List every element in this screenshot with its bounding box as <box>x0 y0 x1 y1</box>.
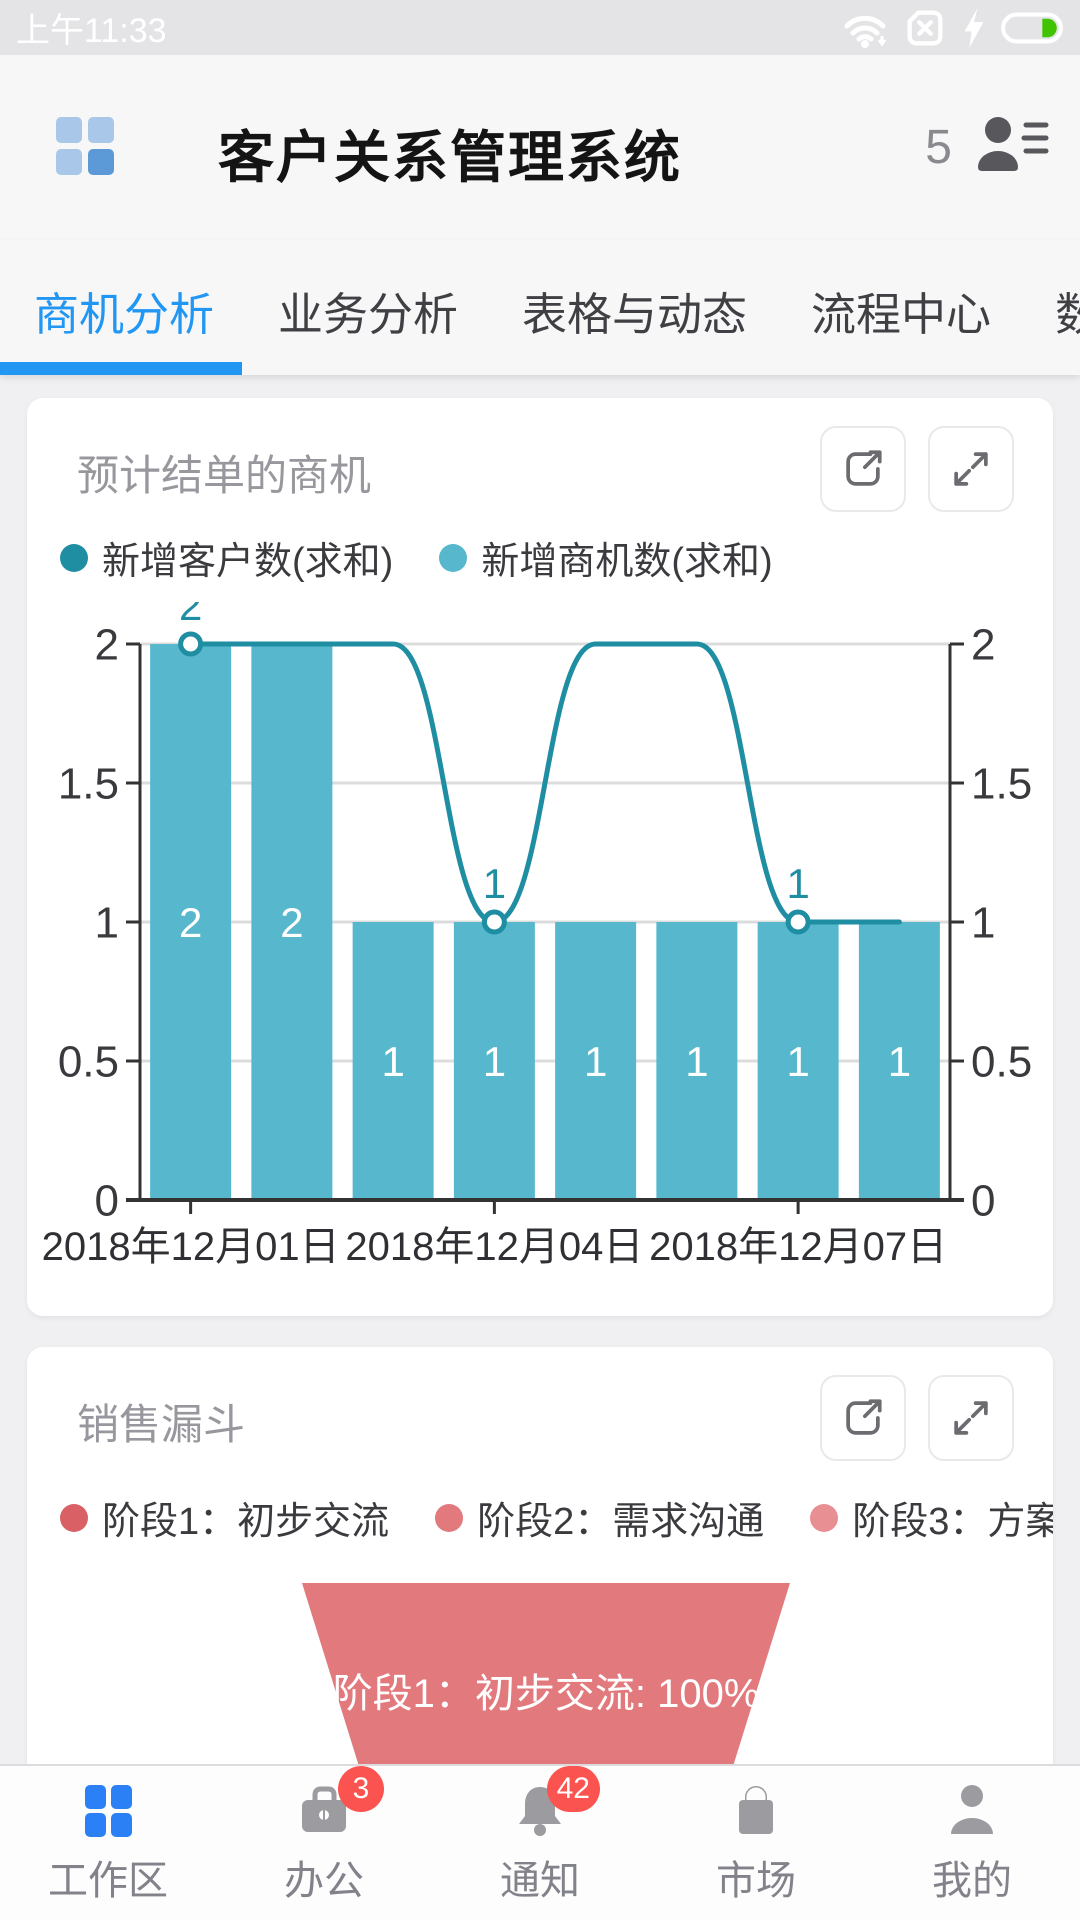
card-title: 销售漏斗 <box>77 1401 246 1448</box>
chart-legend: 新增客户数(求和) 新增商机数(求和) <box>60 530 1053 585</box>
svg-text:2018年12月04日: 2018年12月04日 <box>345 1225 643 1269</box>
status-icons <box>842 5 1064 51</box>
svg-text:1: 1 <box>685 1038 708 1085</box>
svg-text:1: 1 <box>888 1038 911 1085</box>
person-icon <box>951 1785 993 1834</box>
svg-text:0: 0 <box>95 1176 119 1225</box>
open-in-new-button[interactable] <box>820 426 906 512</box>
svg-text:0.5: 0.5 <box>58 1037 119 1086</box>
svg-text:0: 0 <box>971 1176 995 1225</box>
nav-item-me[interactable]: 我的 <box>864 1766 1080 1920</box>
card-title: 预计结单的商机 <box>77 452 372 499</box>
bottom-nav: 工作区 3 办公 42 通知 <box>0 1764 1080 1920</box>
svg-text:1: 1 <box>483 1038 506 1085</box>
funnel-segment-label: 阶段1：初步交流: 100% <box>333 1672 760 1716</box>
svg-text:1.5: 1.5 <box>971 759 1032 808</box>
battery-icon <box>1001 12 1063 43</box>
expand-icon <box>954 452 988 486</box>
svg-text:2: 2 <box>971 620 995 669</box>
nav-item-workspace[interactable]: 工作区 <box>0 1766 216 1920</box>
legend-item-stage3[interactable]: 阶段3：方案/报价 <box>810 1490 1053 1545</box>
legend-dot <box>60 543 88 572</box>
tab-liucheng-zhongxin[interactable]: 流程中心 <box>811 289 992 340</box>
tab-biaoge-dongtai[interactable]: 表格与动态 <box>522 289 748 340</box>
svg-text:1: 1 <box>786 1038 809 1085</box>
open-in-new-icon <box>846 1399 882 1435</box>
svg-text:1: 1 <box>95 898 119 947</box>
svg-text:2: 2 <box>179 602 202 629</box>
legend-item-stage1[interactable]: 阶段1：初步交流 <box>60 1490 389 1545</box>
legend-item-bar[interactable]: 新增商机数(求和) <box>439 530 773 585</box>
funnel-segment-stage1[interactable] <box>302 1583 790 1805</box>
charging-icon <box>964 7 984 48</box>
page-title: 客户关系管理系统 <box>218 126 682 189</box>
contact-count: 5 <box>925 120 952 174</box>
svg-text:1: 1 <box>786 860 809 907</box>
svg-text:2: 2 <box>95 620 119 669</box>
open-in-new-icon <box>846 450 882 486</box>
bar-line-chart[interactable]: 2 2 1 1 1 1 1 1 2 1 1 0 0 0.5 0.5 1 1 1.5 1.5 2 2 2018年12月01日… <box>27 602 1053 1302</box>
expand-icon <box>954 1401 988 1435</box>
tab-shangji-fenxi[interactable]: 商机分析 <box>34 289 215 340</box>
contacts-icon[interactable] <box>974 113 1052 181</box>
wifi-icon <box>844 15 887 48</box>
svg-text:2: 2 <box>179 899 202 946</box>
open-in-new-button[interactable] <box>820 1375 906 1461</box>
svg-text:1: 1 <box>483 860 506 907</box>
svg-text:1: 1 <box>584 1038 607 1085</box>
nav-item-notifications[interactable]: 42 通知 <box>432 1766 648 1920</box>
shopping-bag-icon <box>739 1786 773 1834</box>
nav-item-market[interactable]: 市场 <box>648 1766 864 1920</box>
svg-text:1: 1 <box>381 1038 404 1085</box>
legend-dot <box>439 543 468 572</box>
nav-item-office[interactable]: 3 办公 <box>216 1766 432 1920</box>
svg-text:1.5: 1.5 <box>58 759 119 808</box>
tab-bar: 商机分析 业务分析 表格与动态 流程中心 数 <box>0 240 1080 375</box>
funnel-chart[interactable]: 阶段1：初步交流: 100% <box>27 1567 1053 1920</box>
app-header: 客户关系管理系统 5 <box>0 55 1080 240</box>
active-tab-underline <box>0 362 242 375</box>
nav-badge: 42 <box>546 1766 600 1812</box>
opportunity-chart-card: 预计结单的商机 新增客户数(求和) 新增商机数(求和) 2 2 1 1 1 1 1 1 2 1 1 0… <box>27 398 1053 1316</box>
tab-yewu-fenxi[interactable]: 业务分析 <box>278 289 459 340</box>
status-bar: 上午11:33 <box>0 0 1080 55</box>
tab-5[interactable]: 数 <box>1055 289 1080 340</box>
svg-text:0.5: 0.5 <box>971 1037 1032 1086</box>
sim-missing-icon <box>907 10 943 45</box>
legend-item-line[interactable]: 新增客户数(求和) <box>60 530 393 585</box>
svg-text:2018年12月07日: 2018年12月07日 <box>649 1225 947 1269</box>
svg-text:1: 1 <box>971 898 995 947</box>
workspace-grid-icon <box>85 1785 132 1837</box>
funnel-legend: 阶段1：初步交流 阶段2：需求沟通 阶段3：方案/报价 <box>60 1490 1053 1545</box>
briefcase-icon <box>302 1786 346 1832</box>
nav-badge: 3 <box>338 1766 384 1812</box>
expand-button[interactable] <box>928 1375 1014 1461</box>
svg-text:2: 2 <box>280 899 303 946</box>
expand-button[interactable] <box>928 426 1014 512</box>
legend-item-stage2[interactable]: 阶段2：需求沟通 <box>435 1490 764 1545</box>
status-time: 上午11:33 <box>16 12 167 50</box>
svg-text:2018年12月01日: 2018年12月01日 <box>42 1225 340 1269</box>
app-logo-grid-icon[interactable] <box>56 117 116 175</box>
